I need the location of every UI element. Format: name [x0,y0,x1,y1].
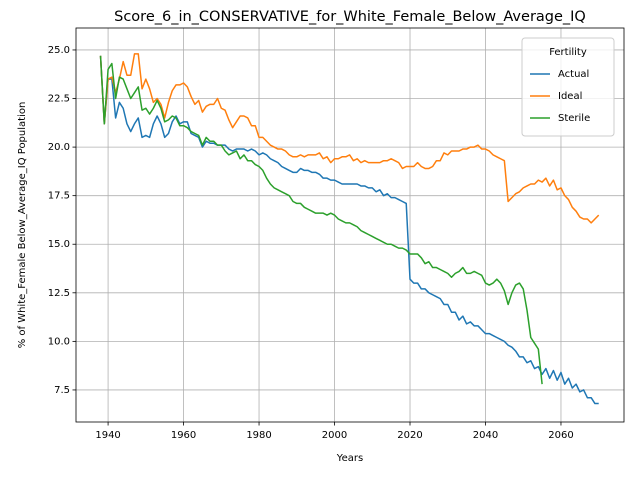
x-tick-label: 1940 [95,430,120,441]
x-tick-label: 2000 [322,430,347,441]
y-tick-label: 15.0 [48,239,70,250]
lines [99,53,600,405]
legend: Fertility Actual Ideal Sterile [521,37,615,137]
x-tick-label: 1980 [246,430,271,441]
y-tick-label: 12.5 [48,288,70,299]
y-tick-label: 7.5 [54,385,70,396]
y-tick-label: 17.5 [48,191,70,202]
y-tick-label: 25.0 [48,45,70,56]
x-tick-label: 2020 [397,430,422,441]
legend-title: Fertility [549,47,587,58]
x-tick-label: 2040 [473,430,498,441]
y-tick-label: 20.0 [48,142,70,153]
legend-box [521,37,615,137]
plot-frame [75,27,625,423]
x-tick-label: 1960 [171,430,196,441]
x-tick-label: 2060 [548,430,573,441]
grid [76,28,624,422]
legend-label: Sterile [558,113,590,124]
data-line [99,55,543,385]
y-axis-label: % of White_Female Below_Average_IQ Popul… [17,102,28,349]
data-line [99,53,600,224]
data-line [99,55,599,405]
y-tick-label: 10.0 [48,336,70,347]
legend-label: Actual [558,69,589,80]
legend-label: Ideal [558,91,582,102]
chart-title: Score_6_in_CONSERVATIVE_for_White_Female… [114,9,586,25]
x-axis-label: Years [336,453,363,464]
y-tick-label: 22.5 [48,94,70,105]
